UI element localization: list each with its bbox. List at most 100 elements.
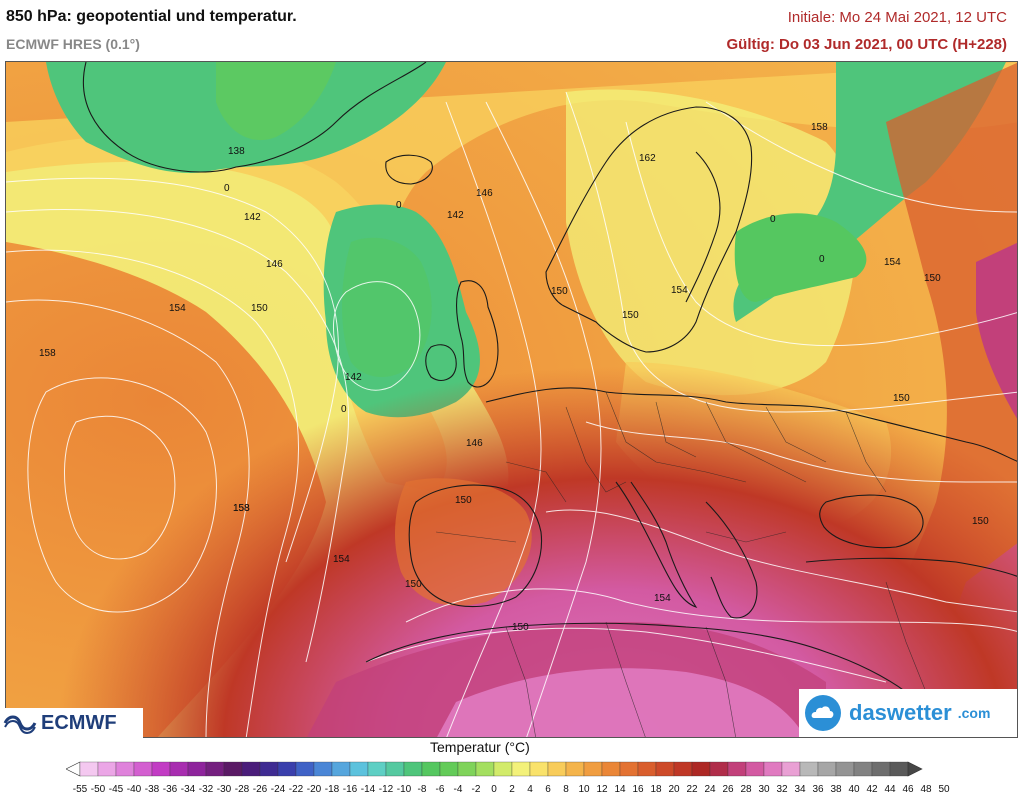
iso-label: 0 [819, 254, 825, 265]
legend-tick-label: -2 [472, 784, 481, 795]
ecmwf-logo: ECMWF [3, 708, 143, 738]
legend-tick-label: -36 [163, 784, 178, 795]
legend-color-box [331, 761, 351, 777]
legend-tick-label: -50 [91, 784, 106, 795]
iso-label: 154 [654, 593, 671, 604]
legend-tick-label: 6 [545, 784, 551, 795]
iso-label: 154 [333, 554, 350, 565]
iso-label: 150 [405, 579, 422, 590]
daswetter-logo[interactable]: daswetter .com [799, 689, 1017, 737]
legend-tick-label: 24 [704, 784, 716, 795]
iso-label: 142 [345, 372, 362, 383]
legend-tick-label: 16 [632, 784, 644, 795]
iso-label: 0 [396, 200, 402, 211]
iso-label: 150 [455, 495, 472, 506]
legend-tick-label: 34 [794, 784, 806, 795]
legend-title: Temperatur (°C) [430, 739, 530, 755]
iso-label: 150 [622, 310, 639, 321]
iso-label: 146 [266, 259, 283, 270]
legend-tick-label: -6 [436, 784, 445, 795]
legend-tick-label: 4 [527, 784, 533, 795]
daswetter-logo-text: daswetter [849, 700, 952, 725]
legend-color-box [385, 761, 405, 777]
legend-tick-label: 18 [650, 784, 662, 795]
iso-label: 146 [476, 188, 493, 199]
iso-label: 146 [466, 438, 483, 449]
iso-label: 154 [671, 285, 688, 296]
legend-color-box [151, 761, 171, 777]
legend-color-box [511, 761, 531, 777]
legend-color-box [871, 761, 891, 777]
daswetter-logo-domain: .com [957, 705, 991, 721]
legend-tick-label: 36 [812, 784, 824, 795]
iso-label: 158 [233, 503, 250, 514]
legend-color-box [277, 761, 297, 777]
legend-tick-label: -55 [73, 784, 88, 795]
iso-label: 150 [551, 286, 568, 297]
legend-arrow-right [907, 761, 923, 777]
legend-tick-label: -26 [253, 784, 268, 795]
valid-time: Gültig: Do 03 Jun 2021, 00 UTC (H+228) [726, 36, 1008, 53]
legend-color-box [349, 761, 369, 777]
iso-label: 0 [770, 214, 776, 225]
legend-color-box [781, 761, 801, 777]
legend-color-box [529, 761, 549, 777]
legend-color-box [133, 761, 153, 777]
legend-tick-label: 0 [491, 784, 497, 795]
legend-color-box [547, 761, 567, 777]
legend-tick-label: -24 [271, 784, 286, 795]
legend-tick-label: 40 [848, 784, 860, 795]
legend-color-box [241, 761, 261, 777]
legend-arrow-left [66, 761, 81, 777]
legend-tick-label: -8 [418, 784, 427, 795]
legend-color-box [853, 761, 873, 777]
legend-tick-label: 8 [563, 784, 569, 795]
legend-tick-label: 10 [578, 784, 590, 795]
legend-tick-label: 30 [758, 784, 770, 795]
legend-color-box [223, 761, 243, 777]
legend-color-box [637, 761, 657, 777]
legend-tick-label: 48 [920, 784, 932, 795]
legend-color-box [745, 761, 765, 777]
legend-tick-label: 28 [740, 784, 752, 795]
legend-tick-label: -45 [109, 784, 124, 795]
weather-map[interactable]: 138 142 146 150 154 158 162 146 142 150 … [5, 61, 1018, 738]
legend-tick-label: 14 [614, 784, 626, 795]
iso-label: 142 [447, 210, 464, 221]
legend-tick-label: -22 [289, 784, 304, 795]
iso-label: 162 [639, 153, 656, 164]
ecmwf-logo-text: ECMWF [41, 711, 117, 734]
temperature-legend: -55 -50 -45 -40 -38 -36 -34 -32 -30 -28 -26 -24 -22-… [66, 761, 950, 795]
legend-tick-label: -20 [307, 784, 322, 795]
legend-tick-label: -32 [199, 784, 214, 795]
iso-label: 150 [893, 393, 910, 404]
isohypse-labels: 138 142 146 150 154 158 162 146 142 150 … [39, 122, 989, 633]
legend-tick-label: -14 [361, 784, 376, 795]
isobar-lines [6, 91, 1017, 737]
legend-color-box [601, 761, 621, 777]
country-borders [435, 391, 927, 737]
legend-tick-label: -10 [397, 784, 412, 795]
iso-label: 158 [811, 122, 828, 133]
legend-color-box [115, 761, 135, 777]
legend-tick-label: -12 [379, 784, 394, 795]
legend-color-box [835, 761, 855, 777]
iso-label: 150 [512, 622, 529, 633]
legend-color-box [421, 761, 441, 777]
map-title: 850 hPa: geopotential und temperatur. [6, 8, 297, 25]
legend-color-box [475, 761, 495, 777]
legend-tick-labels: -55 -50 -45 -40 -38 -36 -34 -32 -30 -28 -26 -24 -22-… [73, 784, 950, 795]
iso-label: 0 [224, 183, 230, 194]
iso-label: 150 [924, 273, 941, 284]
legend-color-box [889, 761, 909, 777]
legend-tick-label: 38 [830, 784, 842, 795]
iso-label: 150 [972, 516, 989, 527]
legend-color-box [403, 761, 423, 777]
legend-tick-label: -30 [217, 784, 232, 795]
legend-tick-label: 12 [596, 784, 608, 795]
legend-color-box [79, 761, 99, 777]
legend-tick-label: -34 [181, 784, 196, 795]
legend-color-box [727, 761, 747, 777]
legend-color-box [169, 761, 189, 777]
legend-color-box [763, 761, 783, 777]
